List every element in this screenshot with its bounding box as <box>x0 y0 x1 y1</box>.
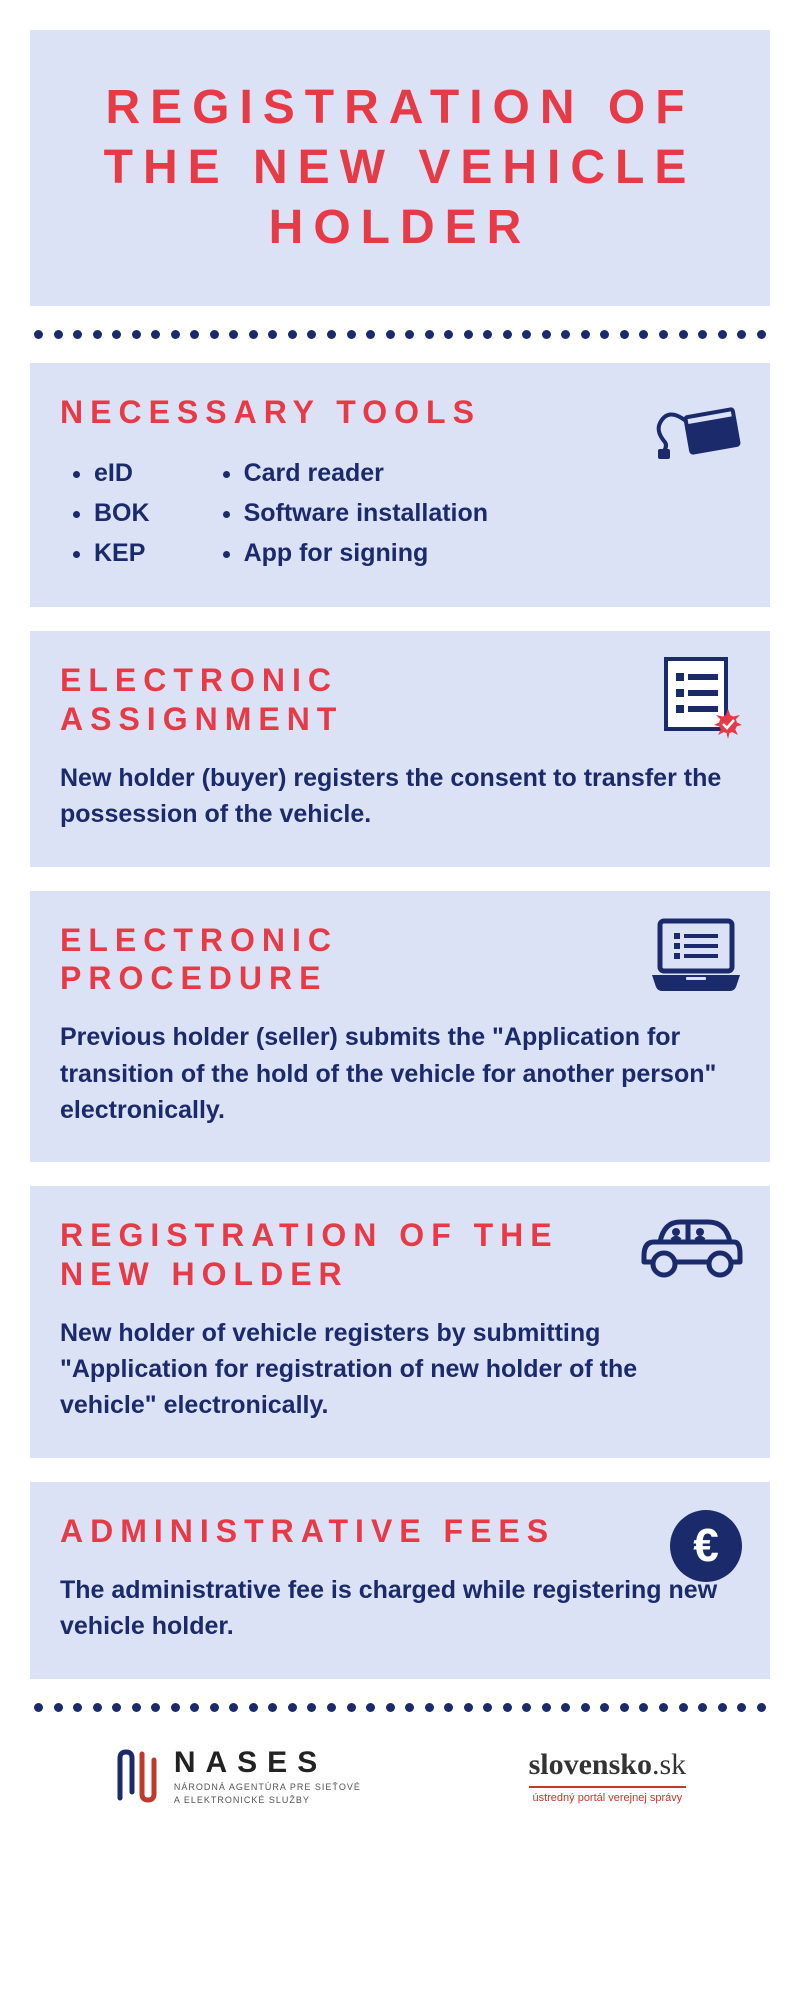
nases-logo: NASES NÁRODNÁ AGENTÚRA PRE SIEŤOVÉ A ELE… <box>114 1746 361 1807</box>
nases-sub2: A ELEKTRONICKÉ SLUŽBY <box>174 1795 361 1807</box>
euro-icon: € <box>666 1506 746 1591</box>
list-item: Card reader <box>244 453 488 493</box>
slovensko-bold: slovensko <box>529 1748 652 1781</box>
page-title: REGISTRATION OF THE NEW VEHICLE HOLDER <box>60 78 740 258</box>
section-fees-body: The administrative fee is charged while … <box>60 1572 740 1645</box>
header-panel: REGISTRATION OF THE NEW VEHICLE HOLDER <box>30 30 770 306</box>
nases-name: NASES <box>174 1746 361 1780</box>
tools-col2: Card reader Software installation App fo… <box>210 453 488 573</box>
section-tools: NECESSARY TOOLS eID BOK KEP Card reader … <box>30 363 770 607</box>
svg-text:€: € <box>693 1519 719 1571</box>
section-new-holder-body: New holder of vehicle registers by submi… <box>60 1315 740 1424</box>
slovensko-name: slovensko.sk <box>529 1748 687 1788</box>
section-procedure-body: Previous holder (seller) submits the "Ap… <box>60 1019 740 1128</box>
laptop-icon <box>646 915 746 1000</box>
list-item: Software installation <box>244 493 488 533</box>
section-new-holder: REGISTRATION OF THE NEW HOLDER New holde… <box>30 1186 770 1458</box>
section-assignment: ELECTRONIC ASSIGNMENT New holder (buyer)… <box>30 631 770 866</box>
section-assignment-title: ELECTRONIC ASSIGNMENT <box>60 661 740 738</box>
divider-top <box>30 330 770 339</box>
nases-mark-icon <box>114 1748 160 1804</box>
section-procedure: ELECTRONIC PROCEDURE Previous holder (se… <box>30 891 770 1163</box>
section-fees-title: ADMINISTRATIVE FEES <box>60 1512 740 1550</box>
section-procedure-title: ELECTRONIC PROCEDURE <box>60 921 740 998</box>
tools-lists: eID BOK KEP Card reader Software install… <box>60 453 740 573</box>
checklist-icon <box>656 655 746 744</box>
slovensko-sub: ústredný portál verejnej správy <box>529 1792 687 1804</box>
divider-bottom <box>30 1703 770 1712</box>
car-icon <box>636 1210 746 1287</box>
list-item: BOK <box>94 493 150 533</box>
footer: NASES NÁRODNÁ AGENTÚRA PRE SIEŤOVÉ A ELE… <box>30 1736 770 1827</box>
section-assignment-body: New holder (buyer) registers the consent… <box>60 760 740 833</box>
list-item: App for signing <box>244 533 488 573</box>
nases-sub1: NÁRODNÁ AGENTÚRA PRE SIEŤOVÉ <box>174 1782 361 1794</box>
card-reader-icon <box>650 387 746 472</box>
tools-col1: eID BOK KEP <box>60 453 150 573</box>
list-item: eID <box>94 453 150 493</box>
section-fees: € ADMINISTRATIVE FEES The administrative… <box>30 1482 770 1679</box>
slovensko-tld: .sk <box>652 1748 686 1781</box>
list-item: KEP <box>94 533 150 573</box>
section-tools-title: NECESSARY TOOLS <box>60 393 740 431</box>
slovensko-logo: slovensko.sk ústredný portál verejnej sp… <box>529 1748 687 1804</box>
